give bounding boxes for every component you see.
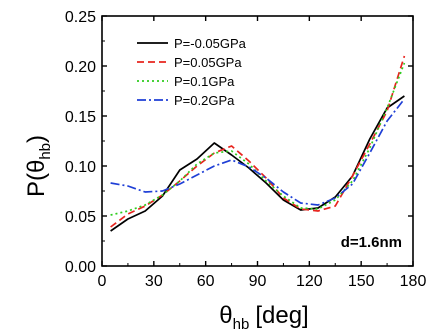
x-axis-title-symbol: θ bbox=[219, 302, 232, 329]
series-line bbox=[110, 98, 406, 206]
plot-frame bbox=[101, 15, 414, 267]
y-axis-title: P(θhb) bbox=[23, 135, 54, 197]
svg-text:P(θhb): P(θhb) bbox=[23, 135, 54, 197]
axes: 0 30 60 90 120 150 180 0.00 0.05 0.10 0.15 0.20 0.25 bbox=[65, 9, 427, 290]
plot-area bbox=[110, 55, 406, 232]
y-axis-title-prefix: P(θ bbox=[23, 160, 50, 197]
x-tick-label: 180 bbox=[400, 273, 427, 290]
y-tick-label: 0.20 bbox=[65, 59, 96, 76]
x-tick-label: 60 bbox=[197, 273, 215, 290]
x-axis-title-subscript: hb bbox=[233, 316, 250, 333]
series-line bbox=[110, 95, 405, 232]
annotation-label: d=1.6nm bbox=[341, 234, 402, 251]
x-tick-label: 120 bbox=[296, 273, 323, 290]
y-tick-label: 0.15 bbox=[65, 109, 96, 126]
legend-label: P=0.1GPa bbox=[174, 74, 235, 89]
y-axis-title-subscript: hb bbox=[37, 143, 54, 160]
x-axis-title: θhb [deg] bbox=[219, 302, 308, 333]
legend-label: P=-0.05GPa bbox=[174, 36, 247, 51]
legend-label: P=0.2GPa bbox=[174, 93, 235, 108]
y-axis-title-suffix: ) bbox=[23, 135, 50, 143]
x-tick-label: 150 bbox=[348, 273, 375, 290]
y-tick-label: 0.00 bbox=[65, 259, 96, 276]
x-tick-label: 30 bbox=[145, 273, 163, 290]
x-tick-label: 90 bbox=[249, 273, 267, 290]
y-tick-label: 0.10 bbox=[65, 159, 96, 176]
legend-label: P=0.05GPa bbox=[174, 55, 242, 70]
x-axis-title-unit: [deg] bbox=[255, 302, 308, 329]
x-tick-label: 0 bbox=[98, 273, 107, 290]
y-tick-label: 0.25 bbox=[65, 9, 96, 26]
legend: P=-0.05GPa P=0.05GPa P=0.1GPa P=0.2GPa bbox=[137, 36, 247, 108]
series-line bbox=[110, 62, 406, 216]
y-tick-label: 0.05 bbox=[65, 209, 96, 226]
series-line bbox=[110, 55, 406, 228]
